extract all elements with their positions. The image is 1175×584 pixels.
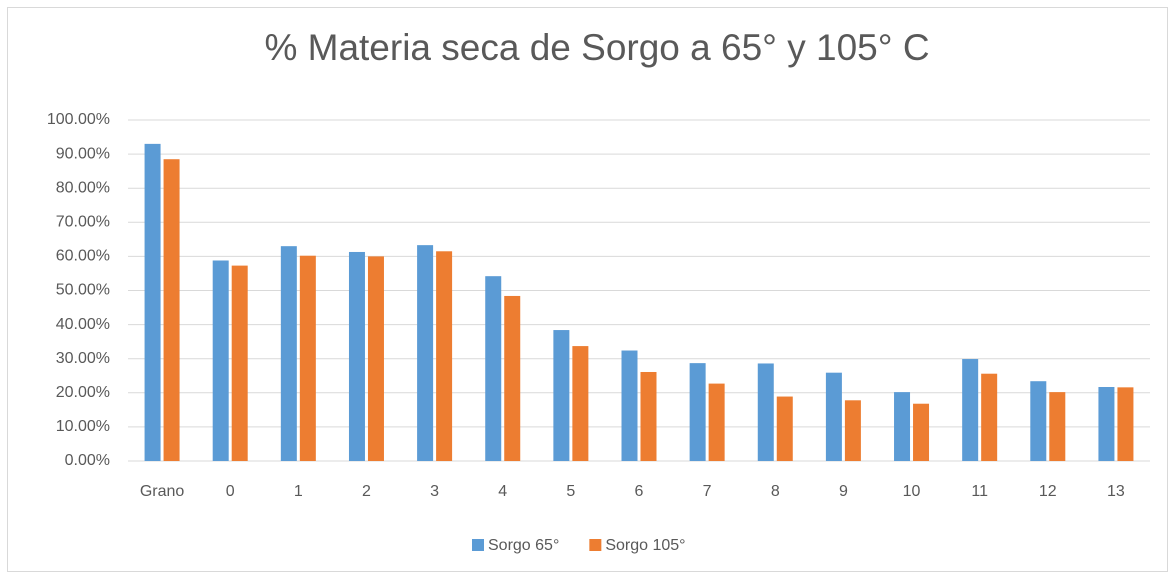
x-tick-label: 5 — [566, 483, 575, 500]
x-tick-label: 0 — [226, 483, 235, 500]
x-tick-label: 12 — [1039, 483, 1057, 500]
bar — [553, 330, 570, 461]
bar — [981, 373, 998, 461]
bar — [163, 159, 180, 461]
bar — [299, 255, 316, 461]
bar — [417, 245, 434, 461]
bar — [962, 359, 979, 461]
y-tick-label: 30.00% — [56, 350, 110, 367]
bar — [144, 143, 161, 461]
x-tick-label: 10 — [903, 483, 921, 500]
x-tick-label: 3 — [430, 483, 439, 500]
bar — [757, 363, 774, 461]
bar — [621, 350, 638, 461]
bar — [485, 276, 502, 461]
bar — [572, 346, 589, 461]
x-tick-label: 11 — [971, 483, 988, 500]
bar — [348, 251, 365, 461]
x-tick-label: 8 — [771, 483, 780, 500]
y-tick-label: 10.00% — [56, 418, 110, 435]
y-tick-label: 70.00% — [56, 214, 110, 231]
x-tick-label: 9 — [839, 483, 848, 500]
x-tick-label: 1 — [294, 483, 303, 500]
legend-swatch — [472, 539, 484, 551]
x-tick-label: 7 — [703, 483, 712, 500]
bar — [1117, 387, 1134, 461]
bar — [640, 371, 657, 461]
bar — [689, 363, 706, 461]
bar — [844, 400, 861, 461]
y-tick-label: 60.00% — [56, 248, 110, 265]
bar — [1098, 387, 1115, 461]
bar — [436, 251, 453, 461]
y-tick-label: 50.00% — [56, 282, 110, 299]
bar — [776, 396, 793, 461]
bar — [1030, 381, 1047, 461]
chart-title: % Materia seca de Sorgo a 65° y 105° C — [264, 27, 929, 68]
x-tick-label: 13 — [1107, 483, 1125, 500]
bar — [913, 403, 930, 461]
x-tick-label: 6 — [635, 483, 644, 500]
bar — [280, 246, 297, 461]
y-tick-label: 80.00% — [56, 179, 110, 196]
chart-border — [7, 7, 1168, 572]
y-tick-label: 40.00% — [56, 316, 110, 333]
x-tick-label: 4 — [498, 483, 507, 500]
y-tick-label: 100.00% — [47, 111, 110, 128]
legend-swatch — [589, 539, 602, 551]
x-tick-label: Grano — [140, 483, 185, 500]
bar — [367, 256, 384, 461]
legend-label: Sorgo 105° — [605, 537, 685, 554]
x-tick-label: 2 — [362, 483, 371, 500]
legend-label: Sorgo 65° — [488, 537, 559, 554]
bar — [825, 372, 842, 461]
bar — [1049, 392, 1066, 461]
y-tick-label: 90.00% — [56, 145, 110, 162]
y-tick-label: 20.00% — [56, 384, 110, 401]
bar — [708, 383, 725, 461]
bar — [894, 392, 911, 461]
bar — [504, 295, 521, 461]
y-tick-label: 0.00% — [65, 452, 110, 469]
bar — [231, 265, 248, 461]
bar — [212, 260, 229, 461]
